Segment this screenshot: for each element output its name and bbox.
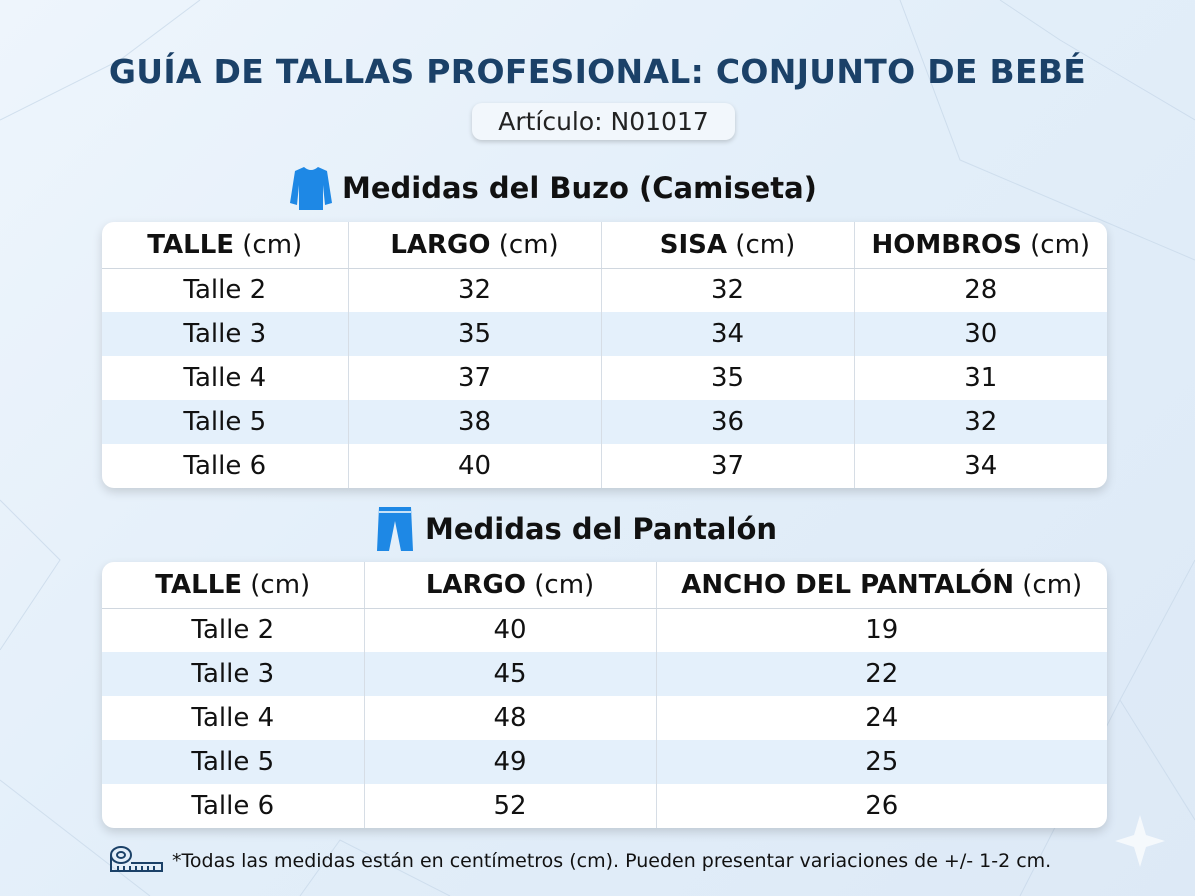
cell: Talle 4 <box>102 696 365 740</box>
cell: 38 <box>348 400 602 444</box>
cell: Talle 4 <box>102 356 349 400</box>
cell: 32 <box>854 400 1107 444</box>
header-talle: TALLE (cm) <box>102 222 349 269</box>
cell: Talle 6 <box>102 784 365 828</box>
cell: 25 <box>656 740 1107 784</box>
cell: Talle 3 <box>102 312 349 356</box>
pants-size-table: TALLE (cm) LARGO (cm) ANCHO DEL PANTALÓN… <box>102 562 1107 828</box>
table-row: Talle 3 45 22 <box>102 652 1107 696</box>
table-row: Talle 3 35 34 30 <box>102 312 1107 356</box>
header-largo: LARGO (cm) <box>348 222 602 269</box>
cell: 37 <box>348 356 602 400</box>
table-row: Talle 5 49 25 <box>102 740 1107 784</box>
cell: 52 <box>364 784 657 828</box>
cell: 26 <box>865 791 899 821</box>
table-row: Talle 5 38 36 32 <box>102 400 1107 444</box>
table-row: Talle 6 52 26 <box>102 784 1107 828</box>
article-badge: Artículo: N01017 <box>472 103 735 140</box>
pants-heading-text: Medidas del Pantalón <box>425 512 778 546</box>
cell: 32 <box>348 268 602 312</box>
cell: 48 <box>364 696 657 740</box>
shirt-heading-text: Medidas del Buzo (Camiseta) <box>342 171 817 205</box>
cell: 34 <box>601 312 855 356</box>
table-header-row: TALLE (cm) LARGO (cm) ANCHO DEL PANTALÓN… <box>102 562 1107 609</box>
shirt-section-heading: Medidas del Buzo (Camiseta) <box>290 165 817 211</box>
header-sisa: SISA (cm) <box>601 222 855 269</box>
table-header-row: TALLE (cm) LARGO (cm) SISA (cm) HOMBROS … <box>102 222 1107 269</box>
cell: Talle 5 <box>102 740 365 784</box>
header-ancho: ANCHO DEL PANTALÓN (cm) <box>656 562 1107 609</box>
pants-icon <box>377 507 413 551</box>
footnote-text: *Todas las medidas están en centímetros … <box>172 850 1052 872</box>
header-talle: TALLE (cm) <box>102 562 365 609</box>
cell: Talle 2 <box>102 268 349 312</box>
cell: 34 <box>964 451 998 481</box>
cell: 30 <box>854 312 1107 356</box>
page-title: GUÍA DE TALLAS PROFESIONAL: CONJUNTO DE … <box>108 52 1087 91</box>
measuring-tape-icon <box>110 846 163 872</box>
table-row: Talle 2 32 32 28 <box>102 268 1107 312</box>
cell: 28 <box>964 275 998 306</box>
cell: 37 <box>601 444 855 488</box>
header-largo: LARGO (cm) <box>364 562 657 609</box>
footnote: *Todas las medidas están en centímetros … <box>108 845 1051 877</box>
shirt-icon <box>290 167 332 210</box>
cell: 24 <box>865 703 899 733</box>
cell: 31 <box>964 363 998 393</box>
cell: Talle 5 <box>102 400 349 444</box>
table-row: Talle 6 40 37 34 <box>102 444 1107 488</box>
sparkle-icon <box>1115 815 1165 867</box>
cell: 35 <box>601 356 855 400</box>
cell: 40 <box>348 444 602 488</box>
table-row: Talle 4 37 35 31 <box>102 356 1107 400</box>
header-hombros: HOMBROS (cm) <box>854 222 1107 269</box>
pants-section-heading: Medidas del Pantalón <box>375 505 777 553</box>
shirt-size-table: TALLE (cm) LARGO (cm) SISA (cm) HOMBROS … <box>102 222 1107 488</box>
cell: Talle 6 <box>102 444 349 488</box>
cell: 45 <box>364 652 657 696</box>
cell: 35 <box>348 312 602 356</box>
table-row: Talle 2 40 19 <box>102 608 1107 652</box>
cell: 36 <box>601 400 855 444</box>
cell: 22 <box>656 652 1107 696</box>
cell: Talle 3 <box>102 652 365 696</box>
table-row: Talle 4 48 24 <box>102 696 1107 740</box>
cell: 49 <box>364 740 657 784</box>
cell: 19 <box>865 615 899 646</box>
cell: 32 <box>601 268 855 312</box>
cell: 40 <box>364 608 657 652</box>
cell: Talle 2 <box>102 608 365 652</box>
